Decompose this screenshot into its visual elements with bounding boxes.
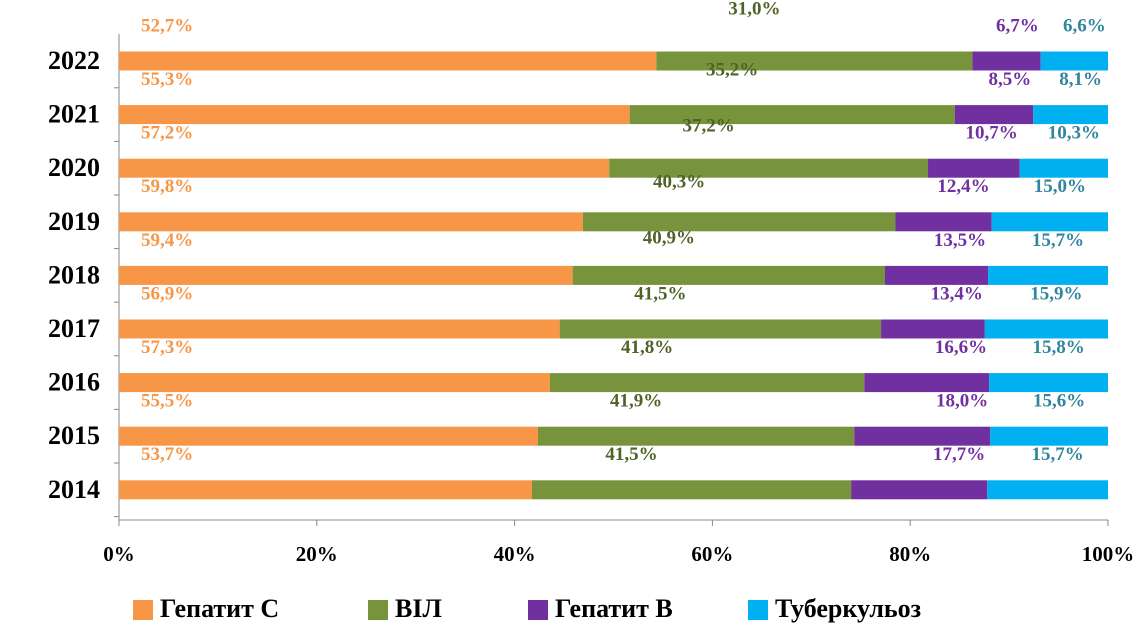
value-label: 41,9% bbox=[610, 391, 662, 412]
value-label: 12,4% bbox=[937, 176, 989, 197]
value-label: 18,0% bbox=[936, 391, 988, 412]
x-tick-label: 20% bbox=[296, 542, 338, 566]
bar-segment bbox=[538, 426, 855, 446]
y-tick-label: 2014 bbox=[48, 475, 100, 504]
legend-swatch bbox=[748, 600, 768, 620]
y-tick-label: 2016 bbox=[48, 368, 100, 397]
value-label: 8,1% bbox=[1059, 69, 1102, 90]
bar-segment bbox=[1033, 105, 1108, 125]
value-label: 59,4% bbox=[141, 230, 193, 251]
bar-segment bbox=[988, 265, 1108, 285]
bar-segment bbox=[119, 319, 560, 339]
bar-segment bbox=[851, 480, 988, 500]
bar-segment bbox=[1019, 158, 1108, 178]
value-label: 37,2% bbox=[682, 115, 734, 136]
bar-segment bbox=[881, 319, 985, 339]
x-tick-label: 0% bbox=[103, 542, 135, 566]
bar-segment bbox=[954, 105, 1034, 125]
bar-segment bbox=[991, 212, 1108, 232]
legend-label: Туберкульоз bbox=[775, 594, 921, 623]
bar-segment bbox=[119, 426, 539, 446]
bar-segment bbox=[864, 373, 990, 393]
bar-segment bbox=[990, 426, 1108, 446]
value-label: 31,0% bbox=[728, 0, 780, 19]
value-label: 52,7% bbox=[141, 15, 193, 36]
value-label: 40,3% bbox=[653, 171, 705, 192]
value-label: 56,9% bbox=[141, 283, 193, 304]
y-tick-label: 2018 bbox=[48, 260, 100, 289]
value-label: 35,2% bbox=[706, 59, 758, 80]
value-label: 15,6% bbox=[1033, 391, 1085, 412]
x-tick-label: 100% bbox=[1082, 542, 1135, 566]
value-label: 55,3% bbox=[141, 69, 193, 90]
value-label: 10,3% bbox=[1048, 123, 1100, 144]
bar-segment bbox=[987, 480, 1108, 500]
y-tick-label: 2022 bbox=[48, 46, 100, 75]
value-label: 15,0% bbox=[1034, 176, 1086, 197]
value-label: 13,5% bbox=[934, 230, 986, 251]
value-label: 57,2% bbox=[141, 123, 193, 144]
x-tick-label: 40% bbox=[494, 542, 536, 566]
y-tick-label: 2017 bbox=[48, 314, 100, 343]
y-tick-label: 2019 bbox=[48, 207, 100, 236]
value-label: 40,9% bbox=[643, 227, 695, 248]
legend-label: Гепатит В bbox=[555, 594, 673, 623]
legend-swatch bbox=[133, 600, 153, 620]
bar-segment bbox=[119, 212, 583, 232]
bar-segment bbox=[656, 51, 973, 71]
x-tick-label: 80% bbox=[889, 542, 931, 566]
bar-segment bbox=[572, 265, 885, 285]
value-label: 16,6% bbox=[935, 337, 987, 358]
value-label: 15,9% bbox=[1030, 283, 1082, 304]
value-label: 8,5% bbox=[988, 69, 1031, 90]
bar-segment bbox=[854, 426, 991, 446]
value-label: 41,5% bbox=[605, 444, 657, 465]
bar-segment bbox=[119, 480, 532, 500]
bar-segment bbox=[582, 212, 896, 232]
bar-segment bbox=[119, 373, 550, 393]
bar-segment bbox=[1040, 51, 1108, 71]
value-label: 15,7% bbox=[1032, 230, 1084, 251]
bar-segment bbox=[119, 105, 630, 125]
legend-label: Гепатит С bbox=[160, 594, 279, 623]
value-label: 41,8% bbox=[621, 337, 673, 358]
bar-segment bbox=[972, 51, 1041, 71]
value-label: 15,8% bbox=[1032, 337, 1084, 358]
bar-segment bbox=[884, 265, 989, 285]
y-tick-label: 2020 bbox=[48, 153, 100, 182]
bar-segment bbox=[629, 105, 955, 125]
value-label: 6,7% bbox=[996, 15, 1039, 36]
value-label: 17,7% bbox=[933, 444, 985, 465]
y-tick-label: 2021 bbox=[48, 100, 100, 129]
legend-swatch bbox=[528, 600, 548, 620]
bar-segment bbox=[984, 319, 1108, 339]
value-label: 13,4% bbox=[931, 283, 983, 304]
value-label: 53,7% bbox=[141, 444, 193, 465]
x-tick-label: 60% bbox=[691, 542, 733, 566]
value-label: 41,5% bbox=[634, 283, 686, 304]
bar-segment bbox=[559, 319, 882, 339]
value-label: 57,3% bbox=[141, 337, 193, 358]
bar-segment bbox=[119, 51, 657, 71]
bar-segment bbox=[928, 158, 1020, 178]
bar-segment bbox=[609, 158, 929, 178]
bar-segment bbox=[549, 373, 865, 393]
bar-segment bbox=[989, 373, 1108, 393]
value-label: 6,6% bbox=[1063, 15, 1106, 36]
bar-segment bbox=[531, 480, 852, 500]
legend-label: ВІЛ bbox=[395, 594, 442, 623]
value-label: 15,7% bbox=[1032, 444, 1084, 465]
legend-swatch bbox=[368, 600, 388, 620]
value-label: 55,5% bbox=[141, 391, 193, 412]
bar-segment bbox=[119, 265, 573, 285]
value-label: 59,8% bbox=[141, 176, 193, 197]
value-label: 10,7% bbox=[965, 123, 1017, 144]
y-tick-label: 2015 bbox=[48, 421, 100, 450]
bar-segment bbox=[895, 212, 992, 232]
bar-segment bbox=[119, 158, 610, 178]
